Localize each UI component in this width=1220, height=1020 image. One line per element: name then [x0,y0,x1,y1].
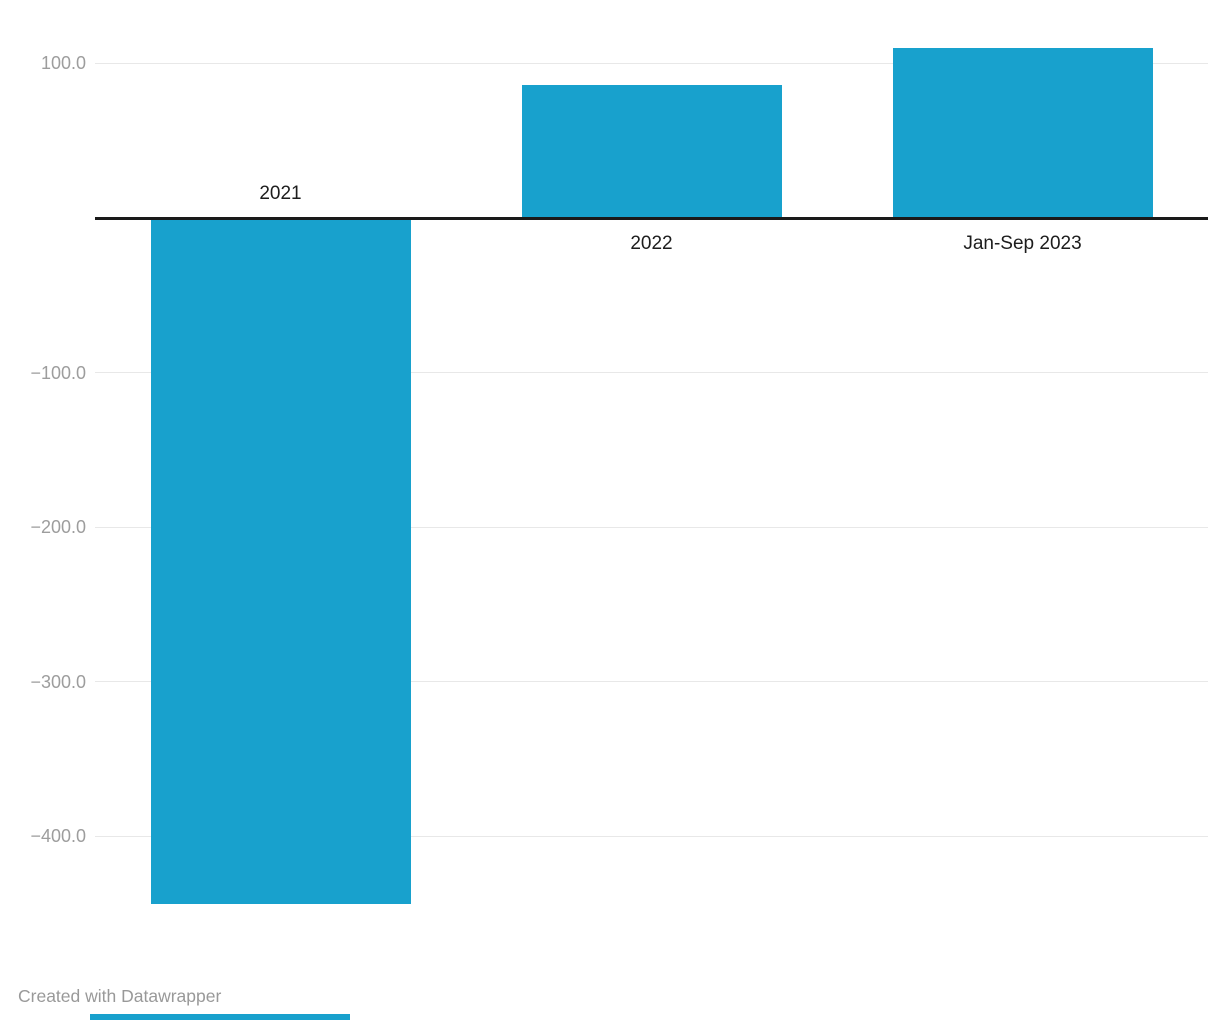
gridline [95,62,1208,64]
y-tick-label: −100.0 [30,362,86,383]
y-tick-label: −400.0 [30,826,86,847]
gridline [95,681,1208,683]
bar-2022 [521,85,782,218]
zero-baseline [95,216,1208,220]
category-label: Jan-Sep 2023 [963,233,1082,254]
datawrapper-credit-link[interactable]: Created with Datawrapper [18,986,222,1006]
gridline [95,372,1208,374]
gridline [95,835,1208,837]
category-label: 2022 [630,233,673,254]
y-tick-label: 100.0 [40,53,86,74]
bottom-partial-bar [90,1014,350,1020]
y-tick-label: −300.0 [30,671,86,692]
y-tick-label: −200.0 [30,517,86,538]
bar-jan-sep-2023 [892,47,1153,218]
gridline [95,526,1208,528]
bar-2021 [150,218,411,905]
category-label: 2021 [259,183,302,204]
